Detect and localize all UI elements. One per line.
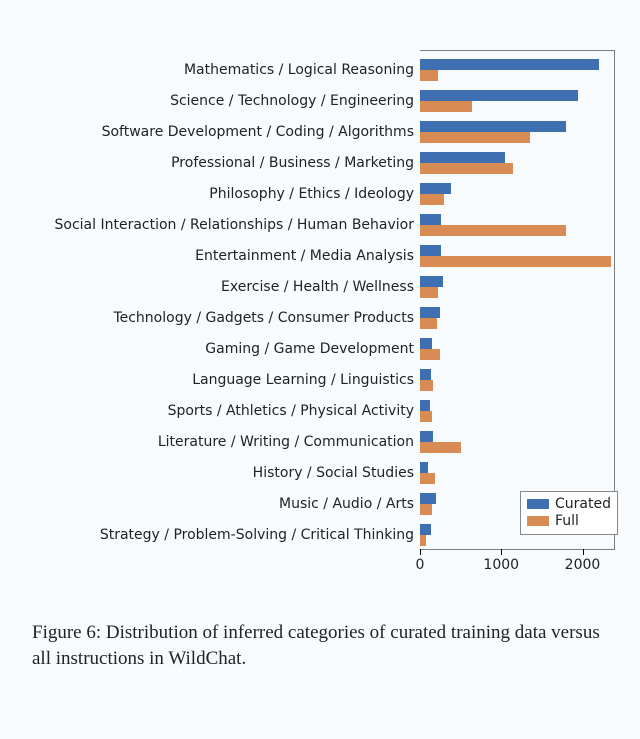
bar-curated: [420, 400, 430, 411]
legend-swatch: [527, 499, 549, 509]
bar-curated: [420, 90, 578, 101]
bar-full: [420, 380, 433, 391]
plot-area: 010002000Mathematics / Logical Reasoning…: [420, 50, 615, 550]
bar-full: [420, 442, 461, 453]
x-tick-label: 2000: [565, 557, 601, 573]
bar-full: [420, 287, 438, 298]
x-tick: [501, 549, 502, 555]
x-tick-label: 1000: [483, 557, 519, 573]
category-label: Gaming / Game Development: [205, 341, 414, 357]
bar-full: [420, 225, 566, 236]
legend-label: Full: [555, 513, 579, 530]
bar-full: [420, 504, 432, 515]
category-label: Science / Technology / Engineering: [170, 93, 414, 109]
category-label: Mathematics / Logical Reasoning: [184, 62, 414, 78]
bar-curated: [420, 462, 428, 473]
category-label: Literature / Writing / Communication: [158, 434, 414, 450]
category-label: Strategy / Problem-Solving / Critical Th…: [100, 527, 414, 543]
category-label: Software Development / Coding / Algorith…: [102, 124, 414, 140]
legend-item: Curated: [527, 496, 611, 513]
legend-item: Full: [527, 513, 611, 530]
bar-full: [420, 256, 611, 267]
category-label: Exercise / Health / Wellness: [221, 279, 414, 295]
bar-full: [420, 318, 437, 329]
bar-curated: [420, 431, 433, 442]
legend: CuratedFull: [520, 491, 618, 535]
category-label: Social Interaction / Relationships / Hum…: [55, 217, 415, 233]
bar-full: [420, 132, 530, 143]
bar-curated: [420, 152, 505, 163]
x-tick: [420, 549, 421, 555]
bar-full: [420, 411, 432, 422]
bar-full: [420, 194, 444, 205]
category-label: Language Learning / Linguistics: [192, 372, 414, 388]
category-label: Technology / Gadgets / Consumer Products: [113, 310, 414, 326]
x-tick-label: 0: [416, 557, 425, 573]
x-tick: [583, 549, 584, 555]
bar-curated: [420, 214, 441, 225]
bar-full: [420, 349, 440, 360]
bar-full: [420, 163, 513, 174]
bar-full: [420, 101, 472, 112]
bar-curated: [420, 245, 441, 256]
category-label: History / Social Studies: [253, 465, 414, 481]
bar-curated: [420, 338, 432, 349]
bar-curated: [420, 121, 566, 132]
bar-curated: [420, 307, 440, 318]
bar-curated: [420, 183, 451, 194]
category-label: Music / Audio / Arts: [279, 496, 414, 512]
bar-curated: [420, 493, 436, 504]
bar-curated: [420, 369, 431, 380]
bar-full: [420, 70, 438, 81]
category-label: Entertainment / Media Analysis: [195, 248, 414, 264]
category-label: Philosophy / Ethics / Ideology: [209, 186, 414, 202]
figure: 0 1000 2000 Mathematics / Logical Reasoning…: [0, 0, 640, 739]
figure-caption: Figure 6: Distribution of inferred categ…: [32, 620, 608, 671]
bar-full: [420, 535, 426, 546]
bar-curated: [420, 276, 443, 287]
legend-label: Curated: [555, 496, 611, 513]
category-label: Sports / Athletics / Physical Activity: [168, 403, 414, 419]
category-label: Professional / Business / Marketing: [171, 155, 414, 171]
bar-full: [420, 473, 435, 484]
legend-swatch: [527, 516, 549, 526]
bar-curated: [420, 524, 431, 535]
bar-curated: [420, 59, 599, 70]
